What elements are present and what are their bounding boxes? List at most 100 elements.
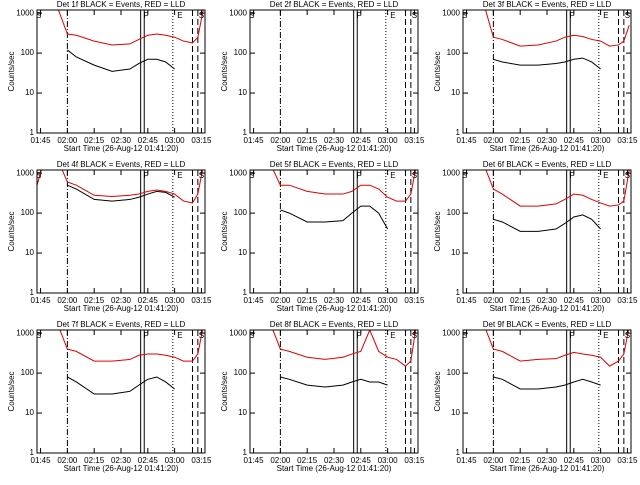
x-tick-label: 02:00 — [57, 136, 78, 145]
y-axis-label: Counts/sec — [220, 371, 229, 411]
y-tick-label: 100 — [234, 208, 248, 217]
x-tick-label: 01:45 — [31, 136, 52, 145]
annotation: F — [357, 331, 362, 340]
x-axis-label: Start Time (26-Aug-12 01:41:20) — [490, 464, 605, 473]
x-tick-label: 02:45 — [564, 296, 585, 305]
x-tick-label: 03:15 — [191, 136, 212, 145]
y-tick-label: 1 — [456, 128, 461, 137]
chart-title: Det 4f BLACK = Events, RED = LLD — [57, 160, 186, 169]
annotation: S — [36, 171, 41, 180]
y-tick-label: 1000 — [229, 328, 247, 337]
data-line — [272, 170, 416, 202]
x-tick-label: 02:30 — [324, 456, 345, 465]
annotation: E — [390, 331, 395, 340]
y-tick-label: 10 — [25, 408, 34, 417]
x-tick-label: 02:00 — [483, 136, 504, 145]
x-axis-label: Start Time (26-Aug-12 01:41:20) — [490, 144, 605, 153]
data-line — [493, 57, 601, 70]
plot-area — [37, 170, 203, 293]
x-tick-label: 03:00 — [165, 296, 186, 305]
y-tick-label: 10 — [451, 88, 460, 97]
panel: Det 4f BLACK = Events, RED = LLD Start Ti… — [7, 160, 212, 313]
plot-frame — [36, 9, 206, 134]
y-tick-label: 10 — [25, 88, 34, 97]
annotation: S — [462, 11, 467, 20]
chart-title: Det 5f BLACK = Events, RED = LLD — [270, 160, 399, 169]
x-tick-label: 01:45 — [457, 296, 478, 305]
x-tick-label: 02:45 — [351, 296, 372, 305]
x-tick-label: 02:15 — [297, 136, 318, 145]
data-line — [272, 330, 417, 367]
x-tick-label: 03:15 — [617, 456, 638, 465]
annotation: S — [36, 11, 41, 20]
x-tick-label: 02:00 — [57, 296, 78, 305]
annotation: S — [249, 11, 254, 20]
y-axis-label: Counts/sec — [7, 211, 16, 251]
y-tick-label: 1000 — [442, 168, 460, 177]
x-tick-label: 03:00 — [591, 136, 612, 145]
x-tick-label: 03:00 — [165, 456, 186, 465]
x-tick-label: 02:30 — [537, 296, 558, 305]
x-tick-label: 02:45 — [564, 136, 585, 145]
annotation: S — [199, 11, 204, 20]
x-tick-label: 02:30 — [537, 456, 558, 465]
panel: Det 7f BLACK = Events, RED = LLD Start Ti… — [7, 320, 212, 473]
data-line — [485, 330, 629, 367]
x-tick-label: 03:00 — [165, 136, 186, 145]
panel: Det 3f BLACK = Events, RED = LLD Start Ti… — [433, 0, 638, 153]
plot-frame — [36, 329, 206, 454]
annotation: S — [625, 171, 630, 180]
data-line — [493, 214, 601, 232]
y-tick-label: 10 — [25, 248, 34, 257]
x-tick-label: 01:45 — [31, 296, 52, 305]
panel: Det 5f BLACK = Events, RED = LLD Start Ti… — [220, 160, 425, 313]
panel: Det 1f BLACK = Events, RED = LLD Start Ti… — [7, 0, 212, 153]
y-tick-label: 1000 — [442, 8, 460, 17]
data-line — [37, 170, 203, 204]
annotation: S — [412, 171, 417, 180]
x-tick-label: 02:00 — [270, 136, 291, 145]
x-tick-label: 02:45 — [564, 456, 585, 465]
plot-area — [485, 170, 630, 293]
annotation: E — [603, 331, 608, 340]
plot-frame — [462, 9, 632, 134]
x-tick-label: 02:15 — [510, 296, 531, 305]
plot-area — [272, 170, 416, 293]
x-tick-label: 02:15 — [510, 456, 531, 465]
y-axis-label: Counts/sec — [433, 371, 442, 411]
annotation: E — [390, 11, 395, 20]
annotation: F — [570, 171, 575, 180]
annotation: E — [177, 171, 182, 180]
x-tick-label: 02:45 — [351, 456, 372, 465]
x-tick-label: 01:45 — [244, 456, 265, 465]
x-tick-label: 03:15 — [404, 456, 425, 465]
x-tick-label: 02:00 — [270, 296, 291, 305]
plot-area — [485, 330, 629, 453]
x-tick-label: 02:15 — [84, 296, 105, 305]
x-tick-label: 03:00 — [591, 296, 612, 305]
y-tick-label: 1 — [456, 448, 461, 457]
annotation: E — [603, 11, 608, 20]
y-tick-label: 1000 — [16, 328, 34, 337]
plot-frame — [462, 329, 632, 454]
y-tick-label: 100 — [21, 368, 35, 377]
y-tick-label: 10 — [451, 408, 460, 417]
annotation: S — [625, 11, 630, 20]
annotation: S — [412, 331, 417, 340]
chart-title: Det 8f BLACK = Events, RED = LLD — [270, 320, 399, 329]
y-tick-label: 1000 — [16, 8, 34, 17]
annotation: S — [249, 171, 254, 180]
x-axis-label: Start Time (26-Aug-12 01:41:20) — [277, 464, 392, 473]
data-line — [485, 10, 630, 47]
x-tick-label: 01:45 — [457, 136, 478, 145]
y-tick-label: 1 — [30, 448, 35, 457]
chart-title: Det 7f BLACK = Events, RED = LLD — [57, 320, 186, 329]
x-tick-label: 02:30 — [111, 296, 132, 305]
x-axis-label: Start Time (26-Aug-12 01:41:20) — [490, 304, 605, 313]
annotation: F — [357, 11, 362, 20]
y-tick-label: 100 — [447, 208, 461, 217]
x-tick-label: 02:15 — [84, 136, 105, 145]
y-axis-label: Counts/sec — [220, 51, 229, 91]
